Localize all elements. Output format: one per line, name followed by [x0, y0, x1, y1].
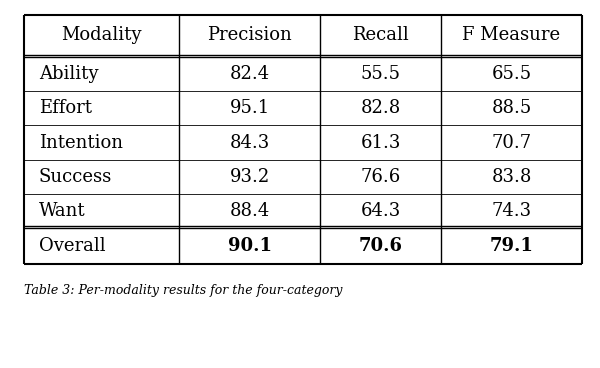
- Text: 61.3: 61.3: [361, 134, 401, 152]
- Text: 84.3: 84.3: [230, 134, 270, 152]
- Text: Overall: Overall: [39, 237, 106, 255]
- Text: 55.5: 55.5: [361, 65, 401, 83]
- Text: Intention: Intention: [39, 134, 123, 152]
- Text: Table 3: Per-modality results for the four-category: Table 3: Per-modality results for the fo…: [24, 284, 343, 297]
- Text: 90.1: 90.1: [228, 237, 272, 255]
- Text: 88.5: 88.5: [491, 99, 532, 117]
- Text: 93.2: 93.2: [230, 168, 270, 186]
- Text: 88.4: 88.4: [230, 202, 270, 220]
- Text: 64.3: 64.3: [361, 202, 401, 220]
- Text: 70.7: 70.7: [491, 134, 532, 152]
- Text: 76.6: 76.6: [361, 168, 401, 186]
- Text: 82.8: 82.8: [361, 99, 401, 117]
- Text: Effort: Effort: [39, 99, 92, 117]
- Text: Modality: Modality: [61, 26, 142, 44]
- Text: F Measure: F Measure: [463, 26, 560, 44]
- Text: 95.1: 95.1: [230, 99, 270, 117]
- Text: 82.4: 82.4: [230, 65, 270, 83]
- Text: Ability: Ability: [39, 65, 98, 83]
- Text: 83.8: 83.8: [491, 168, 532, 186]
- Text: 74.3: 74.3: [491, 202, 532, 220]
- Text: Success: Success: [39, 168, 112, 186]
- Text: Precision: Precision: [208, 26, 292, 44]
- Text: 79.1: 79.1: [490, 237, 533, 255]
- Text: 65.5: 65.5: [491, 65, 532, 83]
- Text: Want: Want: [39, 202, 86, 220]
- Text: 70.6: 70.6: [359, 237, 403, 255]
- Text: Recall: Recall: [352, 26, 409, 44]
